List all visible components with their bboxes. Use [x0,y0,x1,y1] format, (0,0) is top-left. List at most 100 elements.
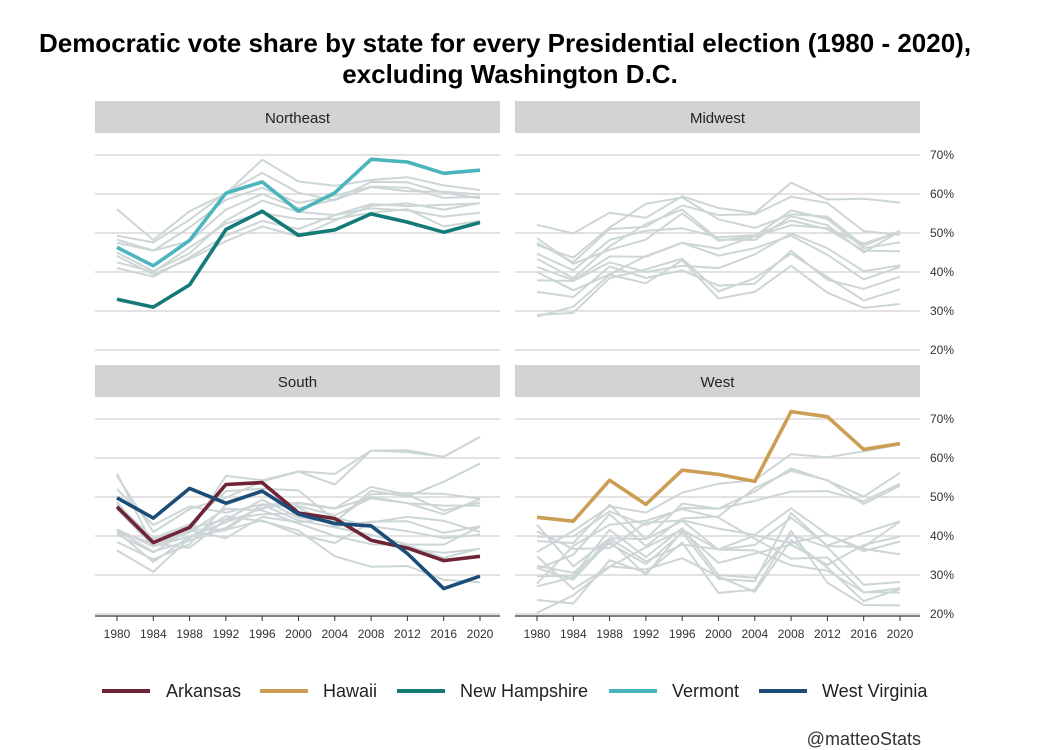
state-line-midwest-5 [536,219,901,272]
y-tick-label-midwest-60: 60% [930,187,954,201]
background-series-northeast [116,158,481,278]
x-tick-label-west-2000: 2000 [705,627,732,641]
legend-label-hawaii: Hawaii [323,681,377,701]
x-tick-label-west-1980: 1980 [524,627,551,641]
y-tick-label-midwest-30: 30% [930,304,954,318]
state-line-south-12 [116,515,481,584]
legend-label-vermont: Vermont [672,681,739,701]
x-tick-label-west-1988: 1988 [596,627,623,641]
chart-title-line-2: excluding Washington D.C. [342,59,678,89]
caption: @matteoStats [807,729,921,749]
state-line-midwest-8 [536,224,901,292]
x-tick-label-south-1980: 1980 [104,627,131,641]
state-line-midwest-1 [536,181,901,235]
y-tick-label-west-70: 70% [930,412,954,426]
state-line-northeast-1 [116,158,481,241]
state-line-midwest-4 [536,196,901,259]
legend-item-new-hampshire: New Hampshire [397,681,588,701]
panel-strip-northeast [95,101,500,133]
panel-strip-label-midwest: Midwest [690,110,746,127]
x-tick-label-south-1988: 1988 [176,627,203,641]
chart-title-line-1: Democratic vote share by state for every… [39,28,971,58]
panel-strip-label-west: West [701,374,736,391]
state-line-northeast-4 [116,180,481,252]
x-tick-label-west-2016: 2016 [850,627,877,641]
y-tick-label-midwest-50: 50% [930,226,954,240]
state-line-south-9 [116,488,481,534]
legend-item-west-virginia: West Virginia [759,681,928,701]
panel-strip-south [95,365,500,397]
legend-label-west-virginia: West Virginia [822,681,928,701]
panel-strip-label-northeast: Northeast [265,110,331,127]
y-tick-label-midwest-40: 40% [930,265,954,279]
panel-northeast: Northeast [95,101,500,351]
x-tick-label-south-2016: 2016 [430,627,457,641]
y-tick-label-west-50: 50% [930,490,954,504]
x-tick-label-south-2004: 2004 [321,627,348,641]
legend: Arkansas Hawaii New Hampshire Vermont West V… [102,681,928,701]
legend-label-new-hampshire: New Hampshire [460,681,588,701]
state-line-midwest-12 [536,259,901,318]
state-line-west-13 [536,507,901,553]
state-line-south-14 [116,507,481,559]
x-tick-label-south-2012: 2012 [394,627,421,641]
state-line-west-4 [536,482,901,544]
state-line-south-4 [116,492,481,549]
highlight-line-hawaii [536,409,901,524]
state-line-south-2 [116,436,481,534]
state-line-northeast-7 [116,208,481,273]
y-tick-label-west-30: 30% [930,568,954,582]
panel-strip-west [515,365,920,397]
y-tick-label-west-20: 20% [930,607,954,621]
legend-label-arkansas: Arkansas [166,681,241,701]
state-line-northeast-3 [116,185,481,252]
panel-south: South 1980 1984 1988 1992 1996 2000 2004 2008 201… [95,365,500,641]
state-line-west-5 [536,527,901,586]
panel-strip-label-south: South [278,374,317,391]
state-line-west-1 [536,443,901,553]
state-line-northeast-8 [116,207,481,278]
highlight-line-new-hampshire [116,209,481,309]
x-tick-label-west-2012: 2012 [814,627,841,641]
state-line-south-10 [116,503,481,553]
facet-panels: Northeast Midwest 20% 30% 40% 50% 60% 70% South 1… [95,101,954,641]
x-tick-label-south-1984: 1984 [140,627,167,641]
background-series-midwest [536,181,901,318]
state-line-west-7 [536,529,901,607]
legend-item-hawaii: Hawaii [260,681,377,701]
state-line-midwest-11 [536,252,901,316]
state-line-midwest-10 [536,249,901,298]
state-line-south-6 [116,485,481,548]
x-tick-label-south-2020: 2020 [467,627,494,641]
legend-item-arkansas: Arkansas [102,681,241,701]
panel-strip-midwest [515,101,920,133]
panel-midwest: Midwest 20% 30% 40% 50% 60% 70% [515,101,954,357]
state-line-west-9 [536,529,901,581]
state-line-midwest-7 [536,234,901,282]
x-tick-label-south-1992: 1992 [213,627,240,641]
x-tick-label-west-1996: 1996 [669,627,696,641]
state-line-west-12 [536,528,901,614]
state-line-west-14 [536,508,901,594]
highlight-line-vermont [116,157,481,268]
y-tick-label-midwest-20: 20% [930,343,954,357]
x-tick-label-south-1996: 1996 [249,627,276,641]
state-line-south-13 [116,501,481,547]
panel-west: West 20% 30% 40% 50% 60% 70% 1980 1984 1988 1992 19… [515,365,954,641]
y-tick-label-midwest-70: 70% [930,148,954,162]
legend-item-vermont: Vermont [609,681,739,701]
x-tick-label-south-2008: 2008 [358,627,385,641]
state-line-midwest-3 [536,209,901,265]
y-tick-label-west-60: 60% [930,451,954,465]
y-tick-label-west-40: 40% [930,529,954,543]
state-line-west-3 [536,469,901,570]
x-tick-label-south-2000: 2000 [285,627,312,641]
x-tick-label-west-2020: 2020 [887,627,914,641]
state-line-midwest-2 [536,195,901,264]
x-tick-label-west-1992: 1992 [633,627,660,641]
x-tick-label-west-2004: 2004 [741,627,768,641]
state-line-midwest-9 [536,232,901,282]
highlight-line-west-virginia [116,486,481,591]
x-tick-label-west-2008: 2008 [778,627,805,641]
